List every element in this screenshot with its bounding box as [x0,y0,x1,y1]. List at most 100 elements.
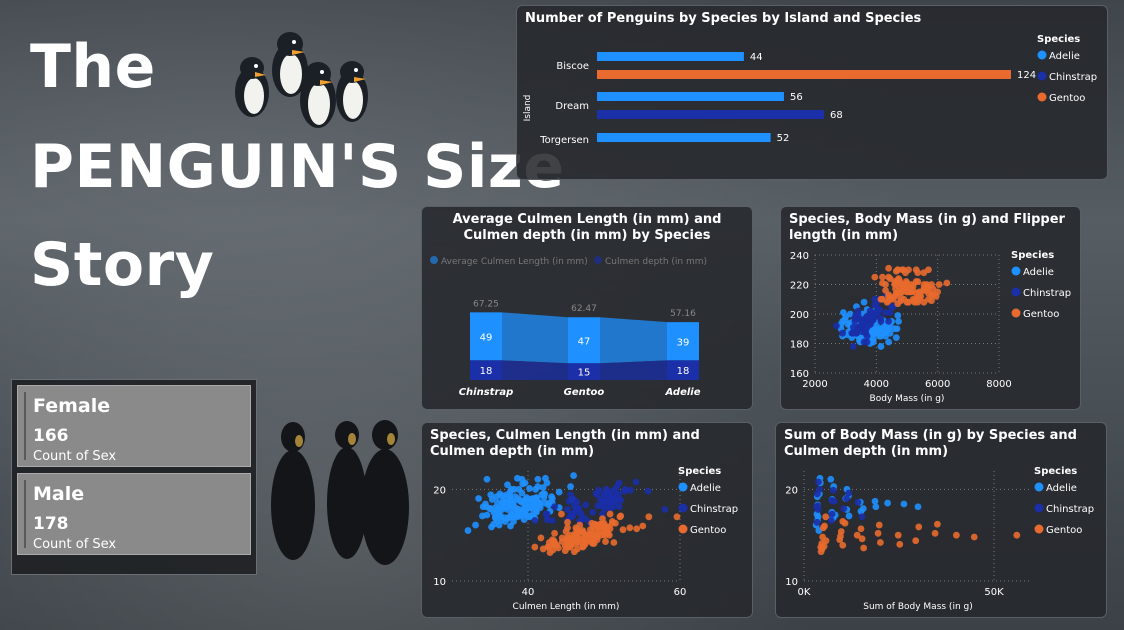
data-point [615,479,623,487]
data-label: 18 [480,366,493,377]
total-label: 62.47 [571,304,597,314]
data-point [849,343,857,350]
data-point [845,489,853,497]
x-axis-label: Sum of Body Mass (in g) [863,602,972,612]
data-point [542,474,549,482]
data-point [576,521,584,529]
cartoon-penguins-image [235,32,368,128]
data-point [854,498,862,506]
female-count-card[interactable]: Female 166 Count of Sex [17,385,251,467]
data-point [539,484,547,491]
data-point [839,329,846,337]
legend-marker [678,524,688,534]
data-point [526,485,533,492]
legend-marker [1011,266,1021,276]
data-point [877,315,885,322]
data-point [943,279,951,287]
culmen-length-depth-scatter-panel[interactable]: Species, Culmen Length (in mm) and Culme… [421,422,753,618]
data-point [551,529,558,537]
data-point [548,517,556,524]
data-point [543,510,551,518]
data-point [475,495,482,502]
data-point [517,512,524,520]
data-point [632,478,640,486]
data-point [531,543,539,551]
body-mass-flipper-scatter-panel[interactable]: Species, Body Mass (in g) and Flipper le… [780,206,1081,410]
data-point [894,312,902,319]
legend-label: Culmen depth (in mm) [605,257,707,267]
data-point [564,518,571,526]
data-point [605,488,613,496]
data-point [599,521,607,529]
data-point [507,503,515,511]
y-tick-label: 10 [785,577,798,588]
data-point [645,513,653,521]
sex-count-cards: Female 166 Count of Sex Male 178 Count o… [11,379,257,575]
data-point [897,288,905,296]
data-point [615,490,622,498]
data-point [845,512,853,520]
x-tick-label: 4000 [864,379,889,390]
legend-label: Gentoo [1023,309,1059,320]
data-point [822,537,830,545]
cartoon-penguin [235,57,269,117]
data-point [479,512,486,520]
data-point [844,320,852,328]
island-species-bar-chart-panel[interactable]: Number of Penguins by Species by Island … [516,5,1108,180]
data-point [661,506,669,513]
data-point [521,479,529,487]
data-point [839,309,847,316]
culmen-average-chart-panel[interactable]: Average Culmen Length (in mm) and Culmen… [421,206,753,410]
data-point [589,508,596,516]
page-title-line-2: PENGUIN'S Size [30,132,565,202]
legend-marker [1034,524,1044,534]
data-point [822,513,830,521]
data-point [576,538,584,545]
data-point [644,487,652,495]
island-label: Dream [555,101,589,112]
chart-title: Average Culmen Length (in mm) and Culmen… [452,212,722,243]
data-point [858,513,866,521]
legend-title: Species [1011,250,1054,261]
data-point [532,485,539,493]
card-sublabel: Count of Sex [33,537,117,552]
data-point [879,279,886,287]
data-point [885,292,892,300]
data-point [487,491,495,499]
data-point [877,343,885,350]
data-point [827,475,835,483]
x-tick-label: 2000 [802,379,827,390]
data-point [617,512,625,520]
body-mass-sum-scatter-panel[interactable]: Sum of Body Mass (in g) by Species and C… [775,422,1107,618]
emperor-penguins-image [271,420,409,565]
legend-label: Adelie [1023,267,1054,278]
data-point [486,505,494,512]
data-point [555,488,563,496]
data-label: 124 [1017,70,1036,81]
legend-marker [1037,92,1047,102]
data-point [892,334,900,341]
card-sublabel: Count of Sex [33,449,117,464]
chart-title: Sum of Body Mass (in g) by Species and C… [784,428,1077,459]
y-tick-label: 20 [785,485,798,496]
data-point [827,517,835,524]
data-point [830,497,838,505]
data-point [507,487,514,495]
data-point [567,513,575,521]
total-label: 67.25 [473,299,499,309]
data-point [602,538,609,545]
legend-marker [1011,287,1021,297]
data-point [875,521,883,529]
culmen-average-chart: Average Culmen Length (in mm) Culmen dept… [430,256,707,398]
data-point [909,295,917,303]
island-label: Biscoe [556,61,589,72]
data-point [923,287,931,294]
legend-label: Adelie [1046,483,1077,494]
legend-label: Adelie [1049,51,1080,62]
data-point [498,500,506,508]
data-point [633,525,641,533]
data-point [612,519,619,527]
legend-marker [594,256,602,264]
male-count-card[interactable]: Male 178 Count of Sex [17,473,251,555]
y-tick-label: 220 [790,281,809,292]
